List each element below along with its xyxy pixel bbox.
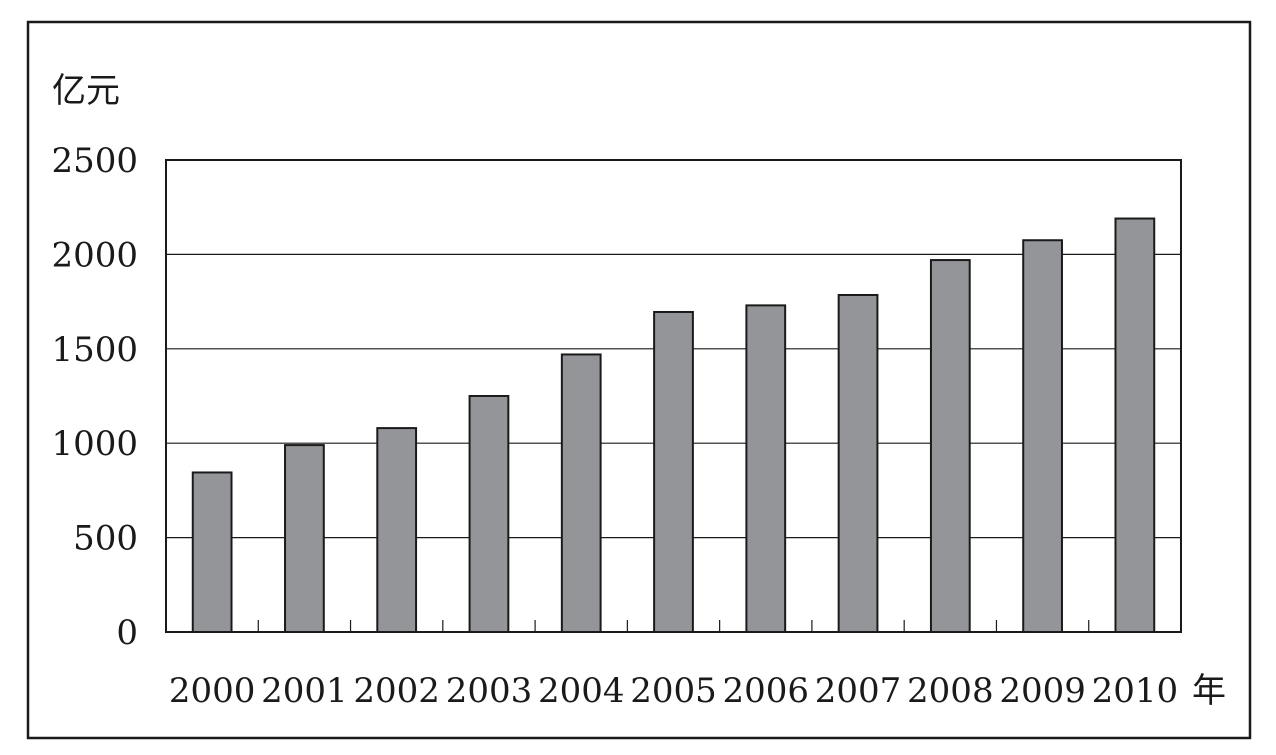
- x-tick-label: 2003: [446, 671, 533, 711]
- y-axis-unit-label: 亿元: [52, 71, 120, 111]
- x-tick-label: 2010: [1092, 671, 1179, 711]
- bar-2007: [837, 293, 879, 633]
- bar-2008: [929, 259, 971, 633]
- outer-frame: [26, 20, 1252, 740]
- bar-2003: [468, 395, 510, 633]
- x-tick-label: 2001: [261, 671, 348, 711]
- x-tick-label: 2005: [630, 671, 717, 711]
- bar-2000: [191, 471, 233, 633]
- x-tick-label: 2006: [723, 671, 810, 711]
- plot-frame: [165, 159, 1182, 633]
- y-tick-label: 1000: [51, 424, 138, 464]
- x-tick-label: 2008: [907, 671, 994, 711]
- x-tick-label: 2004: [538, 671, 625, 711]
- bar-2010: [1114, 217, 1156, 633]
- x-tick-label: 2007: [815, 671, 902, 711]
- y-tick-label: 1500: [51, 330, 138, 370]
- x-tick-label: 2009: [999, 671, 1086, 711]
- x-tick-marks: [257, 620, 1090, 632]
- bar-2004: [560, 353, 602, 633]
- bar-2005: [653, 310, 694, 633]
- y-tick-label: 2500: [51, 141, 138, 181]
- bar-2001: [284, 444, 325, 634]
- bar-2002: [376, 427, 418, 634]
- x-tick-labels: 2000 2001 2002 2003 2004 2005 2006 2007 2008 2009…: [169, 671, 1178, 711]
- x-tick-label: 2002: [353, 671, 440, 711]
- y-tick-label: 0: [116, 613, 138, 653]
- bar-2009: [1022, 239, 1063, 634]
- bar-2006: [745, 304, 787, 633]
- y-tick-label: 500: [73, 519, 138, 559]
- x-axis-unit-label: 年: [1192, 671, 1226, 711]
- y-tick-label: 2000: [51, 235, 138, 275]
- bars: [191, 217, 1156, 634]
- x-tick-label: 2000: [169, 671, 256, 711]
- y-tick-labels: 0 500 1000 1500 2000 2500: [51, 141, 138, 653]
